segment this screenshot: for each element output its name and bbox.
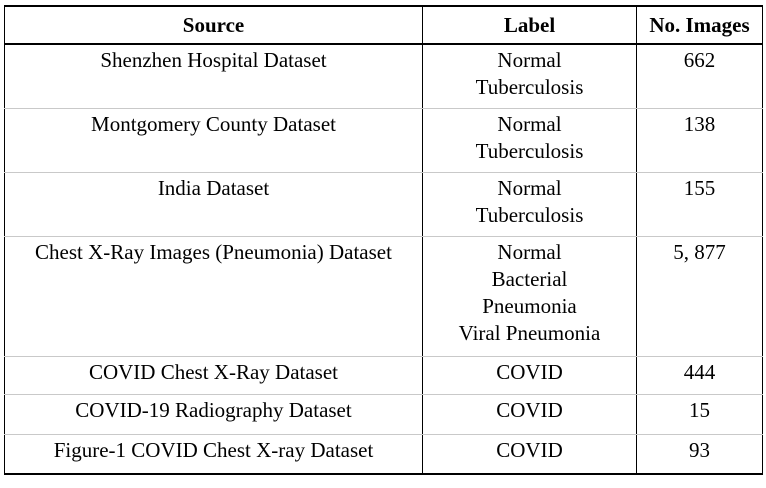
label-text: Normal [497, 175, 562, 200]
header-label: Label [422, 5, 637, 45]
source-cell: Montgomery County Dataset [4, 108, 423, 173]
label-text: Tuberculosis [475, 138, 584, 163]
source-cell: Shenzhen Hospital Dataset [4, 44, 423, 109]
label-cell: Normal Tuberculosis [422, 108, 637, 173]
table-row: Shenzhen Hospital Dataset Normal Tubercu… [4, 44, 763, 109]
count-cell: 138 [636, 108, 763, 173]
label-cell: COVID [422, 356, 637, 395]
source-cell: COVID Chest X-Ray Dataset [4, 356, 423, 395]
label-text: Normal [497, 48, 562, 72]
table-row: COVID-19 Radiography Dataset COVID 15 [4, 394, 763, 435]
label-text: Tuberculosis [475, 75, 584, 99]
label-text: Viral Pneumonia [458, 320, 601, 345]
label-text: Pneumonia [482, 293, 577, 318]
count-cell: 444 [636, 356, 763, 395]
label-text: Tuberculosis [475, 202, 584, 227]
count-cell: 93 [636, 434, 763, 475]
label-text: COVID [496, 397, 563, 422]
source-cell: Figure-1 COVID Chest X-ray Dataset [4, 434, 423, 475]
count-cell: 662 [636, 44, 763, 109]
count-cell: 15 [636, 394, 763, 435]
table-row: India Dataset Normal Tuberculosis 155 [4, 172, 763, 237]
label-cell: Normal Bacterial Pneumonia Viral Pneumon… [422, 236, 637, 357]
table-row: Chest X-Ray Images (Pneumonia) Dataset N… [4, 236, 763, 357]
count-cell: 5, 877 [636, 236, 763, 357]
source-cell: COVID-19 Radiography Dataset [4, 394, 423, 435]
label-cell: Normal Tuberculosis [422, 44, 637, 109]
dataset-table: Source Label No. Images Shenzhen Hospita… [4, 5, 763, 475]
label-cell: Normal Tuberculosis [422, 172, 637, 237]
label-text: Normal [497, 111, 562, 136]
source-cell: Chest X-Ray Images (Pneumonia) Dataset [4, 236, 423, 357]
table-row: COVID Chest X-Ray Dataset COVID 444 [4, 356, 763, 395]
table-body: Shenzhen Hospital Dataset Normal Tubercu… [4, 44, 763, 475]
label-text: COVID [496, 359, 563, 384]
table-row: Montgomery County Dataset Normal Tubercu… [4, 108, 763, 173]
header-row: Source Label No. Images [4, 5, 763, 45]
label-text: Bacterial [491, 266, 568, 291]
header-source: Source [4, 5, 423, 45]
count-cell: 155 [636, 172, 763, 237]
table-row: Figure-1 COVID Chest X-ray Dataset COVID… [4, 434, 763, 475]
label-text: Normal [497, 239, 562, 264]
label-cell: COVID [422, 434, 637, 475]
label-cell: COVID [422, 394, 637, 435]
header-count: No. Images [636, 5, 763, 45]
label-text: COVID [496, 437, 563, 462]
table-header: Source Label No. Images [4, 5, 763, 45]
source-cell: India Dataset [4, 172, 423, 237]
